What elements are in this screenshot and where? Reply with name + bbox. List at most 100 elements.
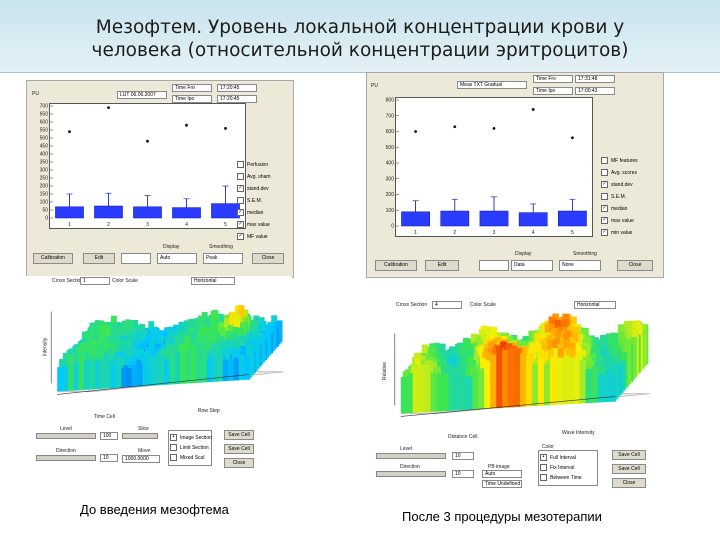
time-ipo-field[interactable]: Time Ipo <box>533 87 573 95</box>
close-button[interactable]: Close <box>252 253 284 264</box>
checkbox-median[interactable]: ✓ median <box>237 209 263 216</box>
x-tick-label: 2 <box>453 230 456 236</box>
close-button[interactable]: Close <box>617 260 653 271</box>
checkbox-median[interactable]: ✓ median <box>601 205 627 212</box>
surface-cell <box>442 373 450 412</box>
checkbox-box[interactable] <box>601 169 608 176</box>
radio-fix-interval[interactable]: Fix Interval <box>540 464 574 471</box>
x-axis-line <box>400 396 616 417</box>
checkbox-s-e-m-[interactable]: S.E.M. <box>601 193 626 200</box>
radio-between-time[interactable]: Between Time <box>540 474 582 481</box>
display-select[interactable]: Data <box>511 260 553 271</box>
checkbox-box[interactable]: ✓ <box>237 209 244 216</box>
close-button[interactable]: Close <box>612 478 646 488</box>
checkbox-max-value[interactable]: ✓ max value <box>601 217 634 224</box>
checkbox-box[interactable]: ✓ <box>237 221 244 228</box>
radio-full-interval[interactable]: • Full Interval <box>540 454 576 461</box>
surface-cell <box>222 359 229 382</box>
save-cell-button-1[interactable]: Save Cell <box>612 450 646 460</box>
lut-field[interactable]: LUT 06.06.2007 <box>117 91 167 99</box>
checkbox-perfusion[interactable]: Perfusion <box>237 161 268 168</box>
cross-section-field[interactable]: 1 <box>80 277 110 285</box>
edit-button[interactable]: Edit <box>425 260 459 271</box>
y-tick-label: 200 <box>40 184 49 190</box>
y-tick-label: 700 <box>386 113 395 119</box>
surface-cell <box>436 373 444 412</box>
meas-field[interactable]: Meas TXT Gradual <box>457 81 527 89</box>
surface-cell <box>164 359 171 385</box>
radio-limit-section[interactable]: Limit Section <box>170 444 209 451</box>
time-from-field[interactable]: Time Fro <box>533 75 573 83</box>
direction-slider[interactable] <box>376 471 446 477</box>
checkbox-stand-dev[interactable]: ✓ stand.dev <box>237 185 269 192</box>
slice-label: Slice <box>138 426 149 432</box>
cross-section-field[interactable]: 4 <box>432 301 462 309</box>
checkbox-mf-value[interactable]: ✓ MF value <box>237 233 268 240</box>
empty-field[interactable] <box>479 260 509 271</box>
level-slider[interactable] <box>36 433 96 439</box>
level-slider[interactable] <box>376 453 446 459</box>
surface-cell <box>228 358 235 381</box>
checkbox-s-e-m-[interactable]: S.E.M. <box>237 197 262 204</box>
calibration-button[interactable]: Calibration <box>375 260 417 271</box>
pb-image-field[interactable]: Auto <box>482 470 522 478</box>
save-cell-button-1[interactable]: Save Cell <box>224 430 254 440</box>
time-ipo-value[interactable]: 17:00:43 <box>575 87 615 95</box>
y-tick-label: 400 <box>40 152 49 158</box>
edit-button[interactable]: Edit <box>83 253 115 264</box>
direction-field[interactable]: 10 <box>100 454 118 462</box>
time-ipo-field[interactable]: Time Ipo <box>172 95 212 103</box>
level-field[interactable]: 100 <box>100 432 118 440</box>
y-tick-label: 100 <box>40 200 49 206</box>
level-field[interactable]: 10 <box>452 452 474 460</box>
save-cell-button-2[interactable]: Save Cell <box>224 444 254 454</box>
surface-cell <box>418 366 426 413</box>
checkbox-box[interactable]: ✓ <box>237 233 244 240</box>
smoothing-select[interactable]: Peak <box>203 253 243 264</box>
surface-cell <box>99 358 106 389</box>
surface-cell <box>591 366 599 403</box>
color-scale-field[interactable]: Horizontal <box>191 277 235 285</box>
surface-cell <box>169 351 176 385</box>
empty-field[interactable] <box>121 253 151 264</box>
checkbox-avg-scores[interactable]: Avg. scores <box>601 169 637 176</box>
checkbox-mf-features[interactable]: MF features <box>601 157 638 164</box>
time-undefined-field[interactable]: Time Undefined <box>482 480 522 488</box>
checkbox-box[interactable] <box>601 157 608 164</box>
radio-image-section[interactable]: • Image Section <box>170 434 212 441</box>
checkbox-box[interactable]: ✓ <box>601 229 608 236</box>
direction-field[interactable]: 10 <box>452 470 474 478</box>
surface-cell <box>573 356 581 404</box>
checkbox-box[interactable]: ✓ <box>601 205 608 212</box>
left-surface-window: Cross Section 1 Color Scale Horizontal T… <box>26 276 292 472</box>
checkbox-box[interactable] <box>237 161 244 168</box>
calibration-button[interactable]: Calibration <box>33 253 73 264</box>
color-scale-field[interactable]: Horizontal <box>574 301 616 309</box>
time-from-field[interactable]: Time Fro <box>172 84 212 92</box>
lut-value-field[interactable]: 1000.0000 <box>122 455 160 463</box>
smoothing-select[interactable]: None <box>559 260 601 271</box>
slice-slider[interactable] <box>122 433 158 439</box>
checkbox-box[interactable] <box>601 193 608 200</box>
display-select[interactable]: Auto <box>157 253 197 264</box>
axis-label-wave: Wave Intensity <box>562 430 595 436</box>
checkbox-box[interactable]: ✓ <box>601 181 608 188</box>
surface-cell <box>555 357 563 405</box>
checkbox-avg-sham[interactable]: Avg. sham <box>237 173 271 180</box>
checkbox-box[interactable] <box>237 173 244 180</box>
radio-mixed-scale[interactable]: Mixed Scal <box>170 454 204 461</box>
direction-slider[interactable] <box>36 455 96 461</box>
save-cell-button-2[interactable]: Save Cell <box>612 464 646 474</box>
checkbox-stand-dev[interactable]: ✓ stand.dev <box>601 181 633 188</box>
close-button[interactable]: Close <box>224 458 254 468</box>
checkbox-box[interactable]: ✓ <box>601 217 608 224</box>
checkbox-max-value[interactable]: ✓ max value <box>237 221 270 228</box>
checkbox-label: MF features <box>611 157 638 164</box>
surface-cell <box>472 370 479 410</box>
checkbox-min-value[interactable]: ✓ min value <box>601 229 632 236</box>
time-from-value[interactable]: 17:20:45 <box>217 84 257 92</box>
time-ipo-value[interactable]: 17:20:45 <box>217 95 257 103</box>
checkbox-box[interactable] <box>237 197 244 204</box>
time-from-value[interactable]: 17:31:48 <box>575 75 615 83</box>
checkbox-box[interactable]: ✓ <box>237 185 244 192</box>
